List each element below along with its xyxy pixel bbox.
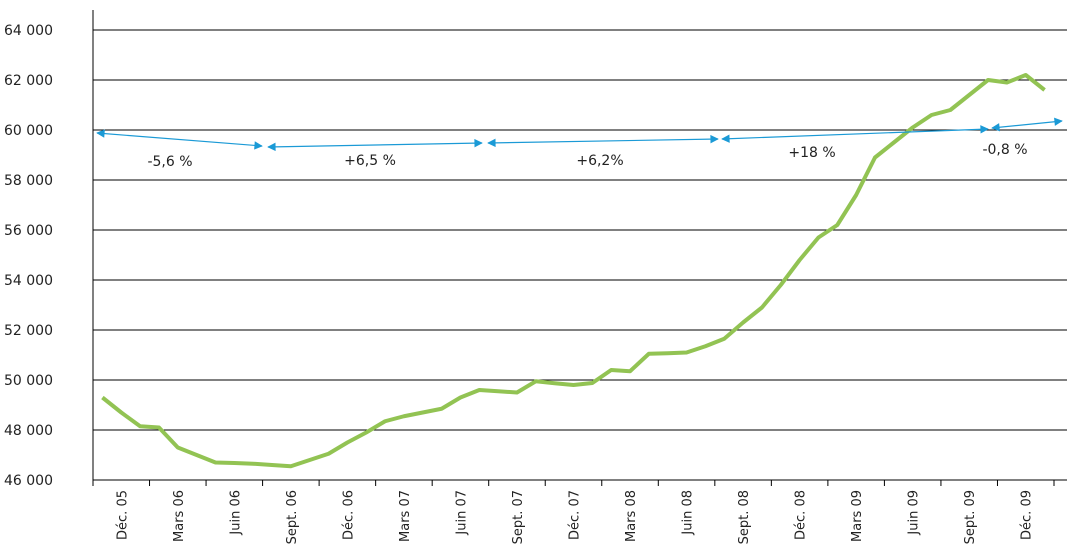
y-tick-label: 62 000 bbox=[4, 73, 53, 89]
y-tick-label: 52 000 bbox=[4, 323, 53, 339]
x-tick-label: Déc. 08 bbox=[794, 490, 809, 540]
x-tick-label: Juin 09 bbox=[907, 490, 922, 536]
annotation-arrow bbox=[487, 134, 719, 148]
x-tick-label: Mars 06 bbox=[172, 490, 187, 542]
y-tick-label: 56 000 bbox=[4, 223, 53, 239]
annotation: +6,2% bbox=[576, 153, 623, 169]
annotation: -5,6 % bbox=[147, 154, 192, 170]
annotation-arrow bbox=[991, 117, 1063, 132]
y-tick-label: 64 000 bbox=[4, 23, 53, 39]
annotation: +6,5 % bbox=[344, 153, 396, 169]
y-tick-label: 60 000 bbox=[4, 123, 53, 139]
x-tick-label: Déc. 05 bbox=[115, 490, 130, 540]
data-line bbox=[101, 73, 1046, 469]
y-tick-label: 54 000 bbox=[4, 273, 53, 289]
x-tick-label: Mars 07 bbox=[398, 490, 413, 542]
y-tick-label: 48 000 bbox=[4, 423, 53, 439]
y-tick-label: 46 000 bbox=[4, 473, 53, 489]
x-tick-label: Déc. 09 bbox=[1020, 490, 1035, 540]
x-tick-label: Juin 07 bbox=[454, 490, 469, 536]
x-tick-label: Mars 09 bbox=[850, 490, 865, 542]
x-tick-label: Sept. 06 bbox=[285, 490, 300, 544]
annotation-arrow bbox=[267, 138, 483, 152]
x-tick-label: Mars 08 bbox=[624, 490, 639, 542]
x-tick-label: Déc. 06 bbox=[341, 490, 356, 540]
x-tick-label: Juin 08 bbox=[681, 490, 696, 536]
x-tick-label: Sept. 08 bbox=[737, 490, 752, 544]
annotation-arrow bbox=[96, 129, 263, 150]
y-tick-label: 50 000 bbox=[4, 373, 53, 389]
annotation-arrow bbox=[721, 125, 989, 143]
x-tick-label: Déc. 07 bbox=[568, 490, 583, 540]
x-tick-label: Sept. 09 bbox=[963, 490, 978, 544]
x-tick-label: Juin 06 bbox=[228, 490, 243, 536]
annotation: +18 % bbox=[788, 145, 835, 161]
x-tick-label: Sept. 07 bbox=[511, 490, 526, 544]
annotation: -0,8 % bbox=[982, 142, 1027, 158]
y-tick-label: 58 000 bbox=[4, 173, 53, 189]
